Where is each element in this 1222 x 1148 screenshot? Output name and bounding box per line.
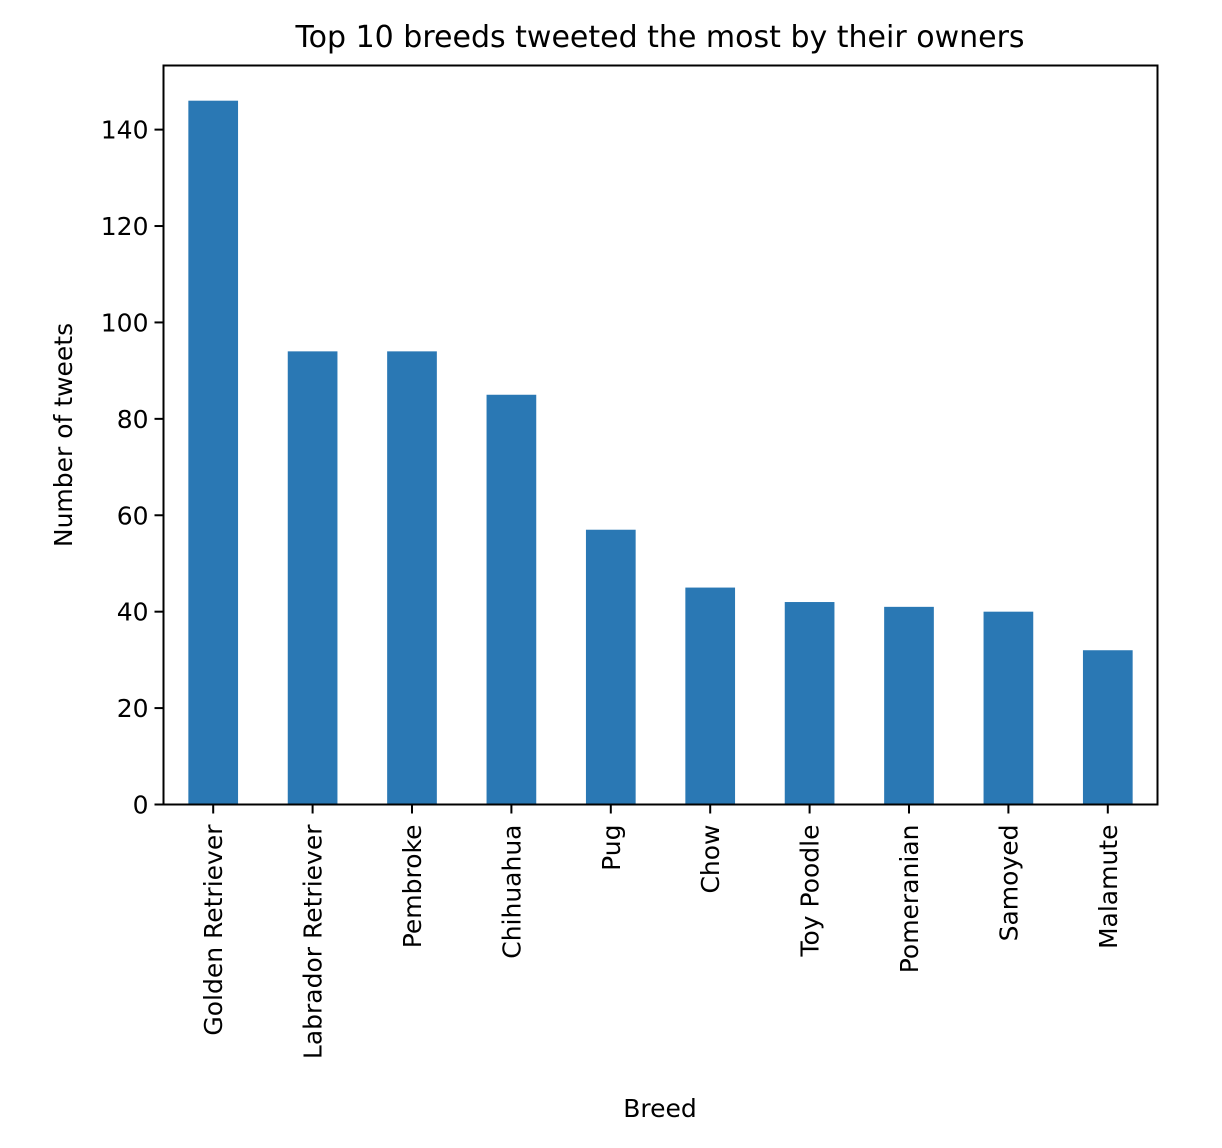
x-axis-label: Breed (623, 1094, 697, 1123)
bars-group (188, 100, 1133, 805)
bar-pug (585, 529, 636, 805)
x-tick-label: Malamute (1094, 825, 1123, 950)
y-tick-label: 0 (133, 791, 149, 820)
bar-pembroke (387, 351, 437, 805)
x-tick-label: Labrador Retriever (299, 824, 328, 1059)
bar-labrador-retriever (287, 351, 338, 805)
bar-samoyed (983, 611, 1034, 805)
bar-toy-poodle (784, 602, 835, 805)
chart-title: Top 10 breeds tweeted the most by their … (294, 20, 1024, 55)
x-tick-label: Golden Retriever (199, 824, 228, 1036)
bar-chow (685, 587, 736, 805)
x-tick-label: Chow (696, 825, 725, 894)
y-tick-label: 20 (117, 694, 149, 723)
bar-malamute (1082, 650, 1133, 805)
y-tick-label: 120 (101, 212, 149, 241)
bar-golden-retriever (188, 100, 239, 805)
y-tick-label: 80 (117, 405, 149, 434)
y-axis-label: Number of tweets (49, 323, 78, 547)
x-tick-label: Chihuahua (497, 825, 526, 959)
x-axis: Golden Retriever Labrador Retriever Pembro… (199, 804, 1123, 1059)
x-tick-label: Samoyed (994, 825, 1023, 942)
y-tick-label: 60 (117, 501, 149, 530)
x-tick-label: Pembroke (398, 825, 427, 949)
bar-chihuahua (486, 394, 537, 805)
x-tick-label: Pug (597, 825, 626, 871)
y-tick-label: 140 (101, 116, 149, 145)
y-tick-label: 100 (101, 308, 149, 337)
x-tick-label: Toy Poodle (796, 825, 825, 958)
y-axis: 0 20 40 60 80 100 120 140 (101, 116, 164, 820)
x-tick-label: Pomeranian (895, 825, 924, 974)
bar-pomeranian (884, 606, 934, 805)
y-tick-label: 40 (117, 598, 149, 627)
plot-frame (162, 64, 1159, 806)
